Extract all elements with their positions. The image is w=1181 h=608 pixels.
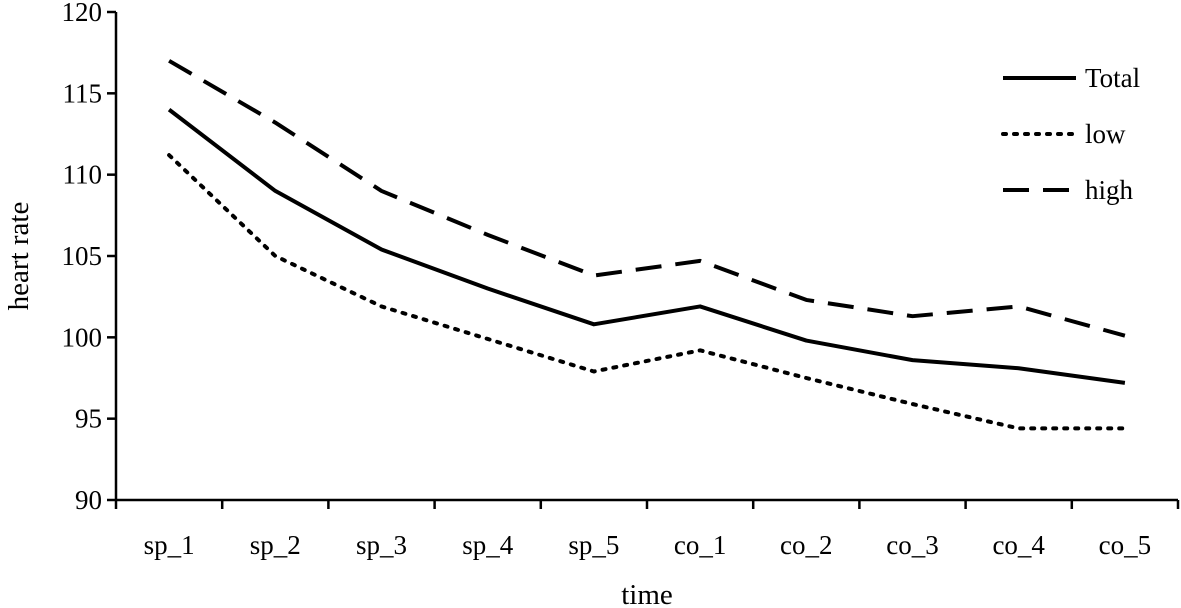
y-tick-label: 100	[62, 322, 103, 352]
x-tick-label: co_4	[992, 530, 1045, 560]
y-tick-label: 110	[63, 160, 103, 190]
y-axis-title: heart rate	[3, 202, 35, 311]
y-tick-label: 120	[62, 0, 103, 27]
x-ticks: sp_1 sp_2 sp_3 sp_4 sp_5 co_1 co_2 co_3 co_4 co_5	[114, 500, 1180, 560]
x-axis-title: time	[621, 579, 673, 608]
y-tick-label: 95	[75, 404, 102, 434]
x-tick-label: sp_2	[250, 530, 301, 560]
y-tick-label: 105	[62, 241, 103, 271]
x-tick-label: co_2	[780, 530, 832, 560]
y-ticks: 90 95 100 105 110 115 120	[62, 0, 116, 515]
series-line-total	[167, 108, 1126, 385]
series-line-low	[167, 153, 1127, 431]
y-tick-label: 90	[75, 485, 102, 515]
series-line-high	[168, 59, 1126, 338]
legend-label-high: high	[1085, 175, 1134, 205]
x-tick-label: sp_4	[462, 530, 514, 560]
legend-label-total: Total	[1085, 63, 1140, 93]
x-tick-label: co_3	[886, 530, 938, 560]
x-tick-label: sp_1	[144, 530, 195, 560]
x-tick-label: sp_3	[356, 530, 407, 560]
x-tick-label: co_5	[1099, 530, 1151, 560]
x-tick-label: sp_5	[568, 530, 619, 560]
y-tick-label: 115	[63, 78, 103, 108]
x-tick-label: co_1	[674, 530, 726, 560]
legend: Total low high	[1001, 63, 1140, 205]
legend-label-low: low	[1085, 119, 1126, 149]
series-lines	[167, 59, 1127, 431]
